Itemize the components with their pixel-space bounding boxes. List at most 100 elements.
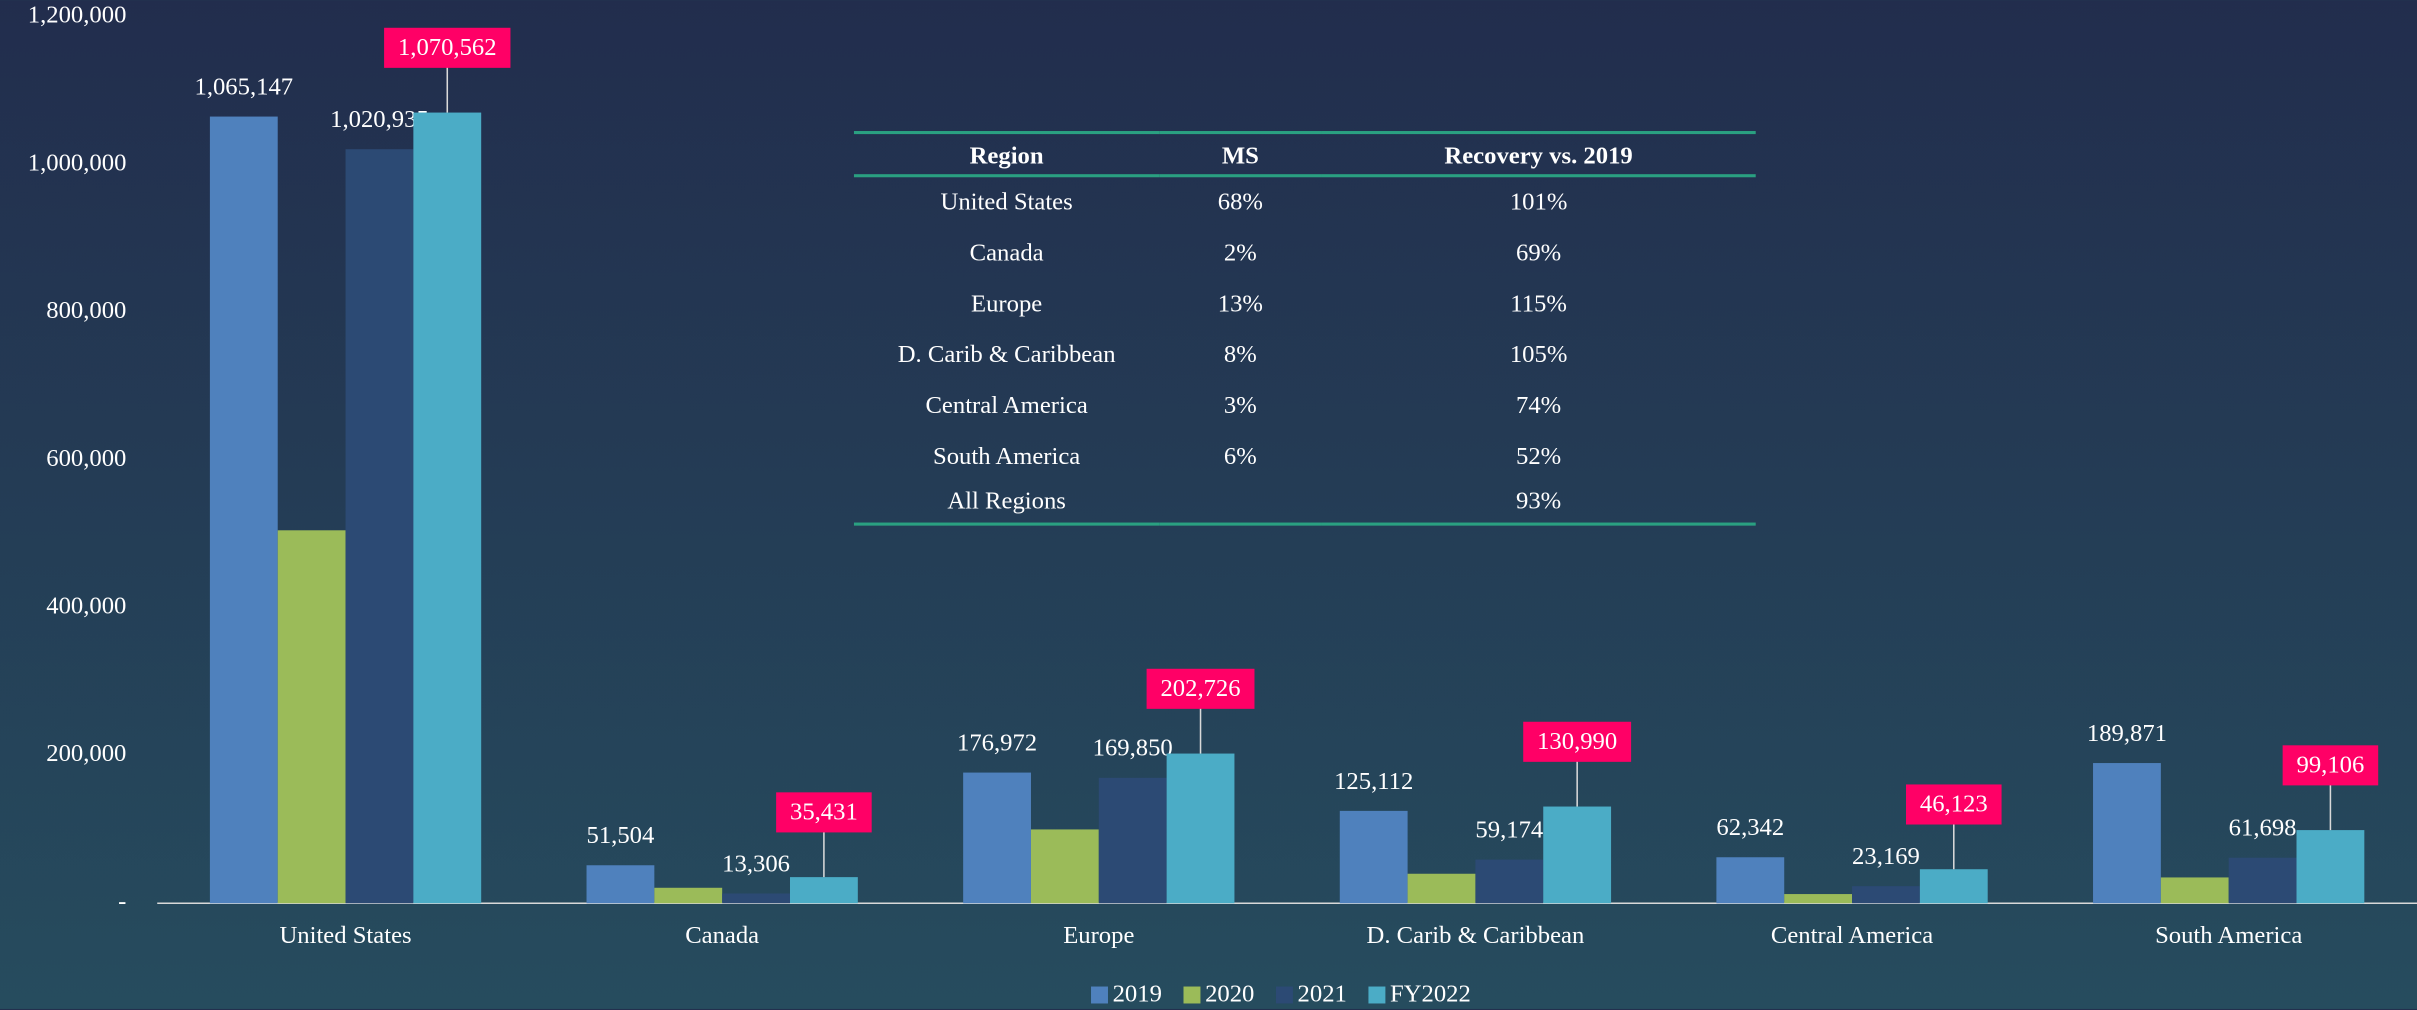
label-box: [2282, 745, 2379, 786]
data-label: 189,871: [2087, 720, 2167, 747]
data-label: 13,306: [722, 850, 790, 877]
bar: [789, 877, 858, 904]
data-label: 51,504: [587, 822, 655, 849]
bar: [1098, 777, 1167, 904]
bar: [2160, 877, 2229, 904]
table-cell: 52%: [1515, 443, 1562, 470]
table-row: D. Carib & Caribbean 8% 105%: [854, 330, 1756, 381]
table-row: United States 68% 101%: [854, 176, 1756, 228]
data-label: 125,112: [1334, 768, 1413, 795]
label-box: [776, 792, 872, 833]
table-cell: 93%: [1321, 482, 1756, 526]
data-label: 130,990: [1537, 728, 1617, 755]
legend-swatch: [1368, 986, 1386, 1004]
table-cell: 2%: [1223, 239, 1257, 266]
column-header: MS: [1159, 131, 1322, 178]
table-cell: United States: [940, 188, 1073, 216]
data-label: 99,106: [2297, 752, 2365, 779]
table-cell: 115%: [1510, 290, 1567, 317]
legend-item: 2021: [1275, 980, 1347, 1007]
table-cell: Europe: [971, 290, 1043, 317]
table-cell: [1159, 482, 1322, 526]
bar: [1030, 829, 1099, 904]
legend-label: 2020: [1205, 980, 1254, 1007]
column-header: Region: [853, 131, 1160, 178]
bar: [2296, 830, 2365, 904]
table-cell: Canada: [969, 239, 1044, 266]
table-cell: Central America: [925, 392, 1088, 419]
data-label: 35,431: [790, 799, 858, 826]
bar: [1339, 810, 1408, 904]
y-tick-label: 600,000: [46, 445, 126, 472]
bar: [413, 112, 482, 904]
data-label: 61,698: [2229, 815, 2297, 842]
table-cell: 3%: [1223, 392, 1257, 419]
data-label: 1,020,935: [330, 106, 429, 133]
data-label: 23,169: [1852, 843, 1920, 870]
x-tick-label: Canada: [685, 922, 759, 949]
legend-swatch: [1183, 986, 1201, 1004]
table-cell: 101%: [1509, 188, 1568, 216]
bar: [2093, 763, 2161, 904]
x-tick-label: United States: [279, 922, 411, 949]
bar: [2228, 857, 2297, 904]
legend-swatch: [1275, 986, 1293, 1004]
legend-swatch: [1091, 986, 1108, 1004]
y-tick-label: 400,000: [46, 593, 126, 620]
legend-item: 2020: [1183, 980, 1254, 1007]
table-cell: All Regions: [853, 482, 1160, 526]
data-label: 176,972: [957, 729, 1037, 756]
table-cell: 105%: [1509, 341, 1568, 368]
bar: [1543, 806, 1612, 904]
y-tick-label: 800,000: [46, 297, 126, 324]
bar: [586, 865, 655, 904]
x-tick-label: South America: [2155, 922, 2302, 949]
table-row: South America 6% 52%: [854, 432, 1756, 483]
bar: [722, 893, 790, 904]
bar: [1407, 873, 1476, 904]
data-label: 202,726: [1160, 675, 1240, 702]
bar: [209, 116, 278, 904]
bar: [654, 887, 723, 904]
data-label: 1,065,147: [194, 73, 293, 100]
table-row: Canada 2% 69%: [854, 228, 1756, 279]
data-label: 1,070,562: [398, 34, 497, 61]
bar: [963, 772, 1031, 904]
label-box: [1906, 784, 2002, 825]
legend-item: FY2022: [1368, 980, 1471, 1007]
legend-label: 2019: [1113, 980, 1162, 1007]
data-label: 46,123: [1920, 791, 1988, 818]
table-cell: 74%: [1515, 392, 1562, 419]
table-row: All Regions 93%: [853, 482, 1756, 526]
table-cell: 68%: [1217, 188, 1263, 216]
table-cell: D. Carib & Caribbean: [897, 341, 1116, 368]
table-header: Region MS Recovery vs. 2019: [853, 131, 1756, 178]
x-tick-label: Europe: [1063, 922, 1134, 949]
bar: [277, 530, 346, 904]
data-label: 62,342: [1716, 814, 1784, 841]
bar: [1784, 894, 1853, 904]
x-tick-label: Central America: [1771, 922, 1933, 949]
label-box: [384, 27, 511, 68]
y-tick-label: 1,000,000: [28, 149, 127, 176]
legend: 2019 2020 2021 FY2022: [1091, 980, 1471, 1007]
data-label: 59,174: [1475, 816, 1543, 843]
legend-label: FY2022: [1390, 980, 1471, 1007]
x-tick-label: D. Carib & Caribbean: [1367, 922, 1585, 949]
column-header: Recovery vs. 2019: [1321, 131, 1756, 178]
table-row: Central America 3% 74%: [854, 381, 1756, 432]
legend-label: 2021: [1298, 980, 1347, 1007]
y-tick-label: 200,000: [46, 740, 126, 767]
table-cell: South America: [932, 443, 1081, 470]
data-label: 169,850: [1093, 735, 1173, 762]
table-cell: 69%: [1515, 239, 1562, 266]
table-cell: 13%: [1217, 290, 1263, 317]
legend-item: 2019: [1091, 980, 1162, 1007]
table-cell: 6%: [1223, 443, 1257, 470]
bar: [1475, 859, 1544, 904]
label-box: [1146, 668, 1255, 709]
label-box: [1523, 721, 1632, 762]
